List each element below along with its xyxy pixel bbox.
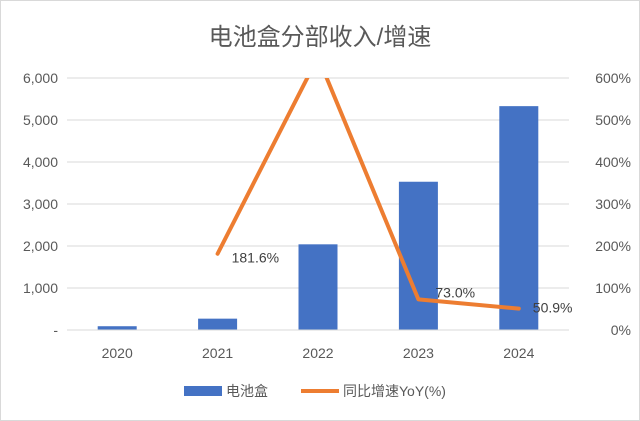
line-data-label: 181.6% bbox=[232, 250, 279, 266]
chart-title: 电池盒分部收入/增速 bbox=[209, 24, 432, 51]
y-left-tick-label: 2,000 bbox=[23, 238, 58, 254]
x-tick-label: 2022 bbox=[302, 345, 333, 361]
legend: 电池盒 同比增速YoY(%) bbox=[184, 383, 446, 399]
y-right-tick-label: 100% bbox=[595, 280, 631, 296]
y-right-tick-label: 200% bbox=[595, 238, 631, 254]
y-right-tick-label: 300% bbox=[595, 196, 631, 212]
y-right-tick-label: 600% bbox=[595, 70, 631, 86]
data-labels: 181.6% 73.0% 50.9% bbox=[232, 250, 573, 316]
x-tick-label: 2023 bbox=[403, 345, 434, 361]
bar bbox=[97, 326, 137, 330]
legend-line-label: 同比增速YoY(%) bbox=[343, 383, 446, 399]
yoy-line bbox=[215, 78, 521, 311]
line-point bbox=[417, 298, 419, 300]
legend-bar-swatch bbox=[184, 386, 222, 396]
gridlines bbox=[67, 77, 569, 289]
y-left-tick-label: 1,000 bbox=[23, 280, 58, 296]
x-tick-label: 2024 bbox=[503, 345, 534, 361]
y-left-tick-label: 6,000 bbox=[23, 70, 58, 86]
y-left-tick-label: 4,000 bbox=[23, 154, 58, 170]
y-left-tick-label: 3,000 bbox=[23, 196, 58, 212]
y-left-tick-label: 5,000 bbox=[23, 112, 58, 128]
bar bbox=[298, 244, 338, 330]
line-data-label: 50.9% bbox=[533, 300, 573, 316]
bar-series bbox=[97, 106, 539, 330]
bar bbox=[198, 318, 238, 330]
axes: - 1,000 2,000 3,000 4,000 5,000 6,000 0% 100% 200… bbox=[23, 70, 631, 361]
y-right-tick-label: 400% bbox=[595, 154, 631, 170]
line-data-label: 73.0% bbox=[435, 284, 475, 300]
bar bbox=[499, 106, 539, 330]
x-tick-label: 2021 bbox=[202, 345, 233, 361]
legend-bar-label: 电池盒 bbox=[226, 383, 268, 399]
y-right-tick-label: 500% bbox=[595, 112, 631, 128]
line-point bbox=[518, 308, 520, 310]
bar bbox=[398, 181, 438, 330]
y-left-tick-label: - bbox=[53, 322, 58, 338]
line-series bbox=[215, 57, 521, 311]
line-point bbox=[318, 57, 319, 58]
y-right-tick-label: 0% bbox=[611, 322, 631, 338]
x-tick-label: 2020 bbox=[102, 345, 133, 361]
line-point bbox=[217, 253, 219, 255]
